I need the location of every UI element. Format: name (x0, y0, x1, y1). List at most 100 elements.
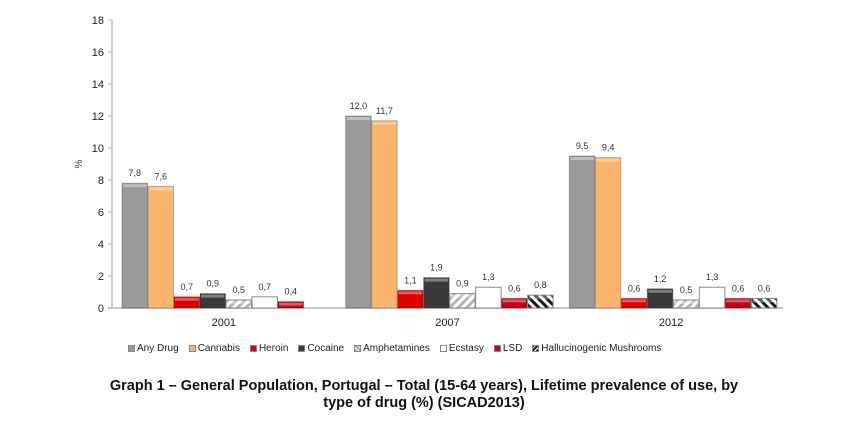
bar-cannabis-2001 (147, 185, 174, 309)
x-category-label: 2012 (659, 317, 683, 329)
y-tick-label: 8 (98, 175, 104, 187)
data-label: 1,2 (654, 274, 667, 284)
bar-highlight (752, 299, 776, 303)
legend-swatch (298, 345, 306, 352)
data-label: 0,5 (232, 285, 245, 295)
data-label: 9,5 (576, 141, 589, 151)
data-label: 7,8 (128, 168, 141, 178)
bar-highlight (502, 299, 527, 303)
legend-label: Any Drug (137, 343, 179, 354)
bar-highlight (700, 288, 724, 292)
caption-line-1: Graph 1 – General Population, Portugal –… (109, 378, 739, 394)
y-tick-label: 0 (98, 303, 104, 315)
bar-highlight (175, 297, 199, 301)
legend-item-amphetamines: Amphetamines (354, 343, 430, 354)
y-tick-label: 6 (98, 207, 104, 219)
x-category-label: 2001 (212, 317, 236, 329)
y-axis-label: % (74, 159, 85, 168)
bar-hallucinogenic-mushrooms-2012 (750, 297, 778, 309)
y-tick-label: 18 (92, 15, 104, 27)
bar-lsd-2001 (277, 301, 304, 309)
legend-item-hallucinogenic-mushrooms: Hallucinogenic Mushrooms (532, 343, 661, 354)
bar-lsd-2007 (501, 297, 528, 309)
legend-item-ecstasy: Ecstasy (439, 343, 484, 354)
bar-highlight (149, 187, 173, 191)
data-label: 0,6 (628, 283, 641, 293)
bar-highlight (253, 297, 277, 301)
bar-heroin-2007 (397, 289, 424, 309)
data-label: 0,7 (258, 282, 271, 292)
bars (121, 115, 778, 309)
legend-swatch (493, 345, 501, 352)
legend-label: Heroin (258, 343, 289, 354)
bar-highlight (674, 301, 698, 304)
data-label: 0,6 (508, 283, 521, 293)
data-label: 0,7 (180, 282, 193, 292)
y-tick-label: 10 (92, 143, 104, 155)
data-label: 1,9 (430, 263, 443, 273)
bar-hallucinogenic-mushrooms-2007 (527, 294, 554, 309)
bar-any-drug-2012 (568, 155, 596, 309)
data-label: 0,6 (732, 283, 745, 293)
bar-highlight (123, 184, 147, 188)
bar-cocaine-2007 (423, 277, 450, 309)
legend-swatch (354, 345, 362, 352)
data-label: 7,6 (154, 171, 167, 181)
bar-highlight (372, 121, 397, 125)
bar-highlight (570, 157, 594, 160)
data-label: 0,6 (758, 283, 771, 293)
legend-swatch (188, 345, 196, 352)
bar-highlight (596, 158, 620, 162)
legend-label: LSD (502, 343, 523, 354)
bar-highlight (476, 288, 501, 292)
legend-label: Cannabis (197, 343, 240, 354)
data-label: 9,4 (602, 143, 615, 153)
data-label: 1,1 (404, 275, 417, 285)
bar-highlight (726, 299, 750, 303)
bar-highlight (424, 278, 449, 282)
data-label: 1,3 (706, 272, 719, 282)
data-label: 1,3 (482, 272, 495, 282)
data-label: 0,5 (680, 285, 693, 295)
bar-highlight (398, 291, 423, 295)
bar-heroin-2001 (173, 296, 200, 309)
y-tick-label: 4 (98, 239, 104, 251)
bar-highlight (622, 299, 646, 303)
bar-ecstasy-2001 (251, 296, 278, 309)
legend: Any Drug Cannabis Heroin Cocaine Amphetamine… (128, 343, 661, 354)
legend-label: Ecstasy (448, 343, 484, 354)
legend-item-cannabis: Cannabis (188, 343, 240, 354)
bar-cocaine-2012 (646, 288, 674, 309)
bar-highlight (528, 296, 553, 300)
legend-swatch (249, 345, 257, 352)
y-tick-label: 14 (92, 79, 104, 91)
caption-line-2: type of drug (%) (SICAD2013) (323, 395, 525, 411)
legend-item-any-drug: Any Drug (128, 343, 179, 354)
legend-label: Amphetamines (363, 343, 430, 354)
bar-ecstasy-2012 (698, 286, 726, 309)
data-label: 12,0 (350, 101, 368, 111)
data-labels: 7,8 7,6 0,7 0,9 0,5 0,7 0,4 12,0 11,7 1,1 1,9 0,9 1,… (128, 101, 770, 297)
data-label: 0,4 (284, 287, 297, 297)
bar-highlight (279, 302, 303, 306)
bar-any-drug-2007 (345, 115, 372, 309)
bar-highlight (450, 294, 475, 298)
legend-label: Cocaine (307, 343, 345, 354)
bar-heroin-2012 (620, 297, 648, 309)
y-tick-label: 2 (98, 271, 104, 283)
y-tick-label: 12 (92, 111, 104, 123)
legend-swatch (439, 345, 447, 352)
bar-highlight (648, 289, 672, 293)
bar-ecstasy-2007 (475, 286, 502, 309)
legend-swatch (532, 345, 540, 352)
y-tick-label: 16 (92, 47, 104, 59)
data-label: 0,9 (456, 279, 469, 289)
bar-highlight (346, 117, 371, 120)
chart-caption: Graph 1 – General Population, Portugal –… (0, 378, 848, 412)
bar-cannabis-2012 (594, 157, 622, 309)
legend-swatch (128, 345, 135, 352)
legend-item-heroin: Heroin (249, 343, 289, 354)
legend-item-lsd: LSD (493, 343, 523, 354)
bar-highlight (201, 294, 225, 298)
